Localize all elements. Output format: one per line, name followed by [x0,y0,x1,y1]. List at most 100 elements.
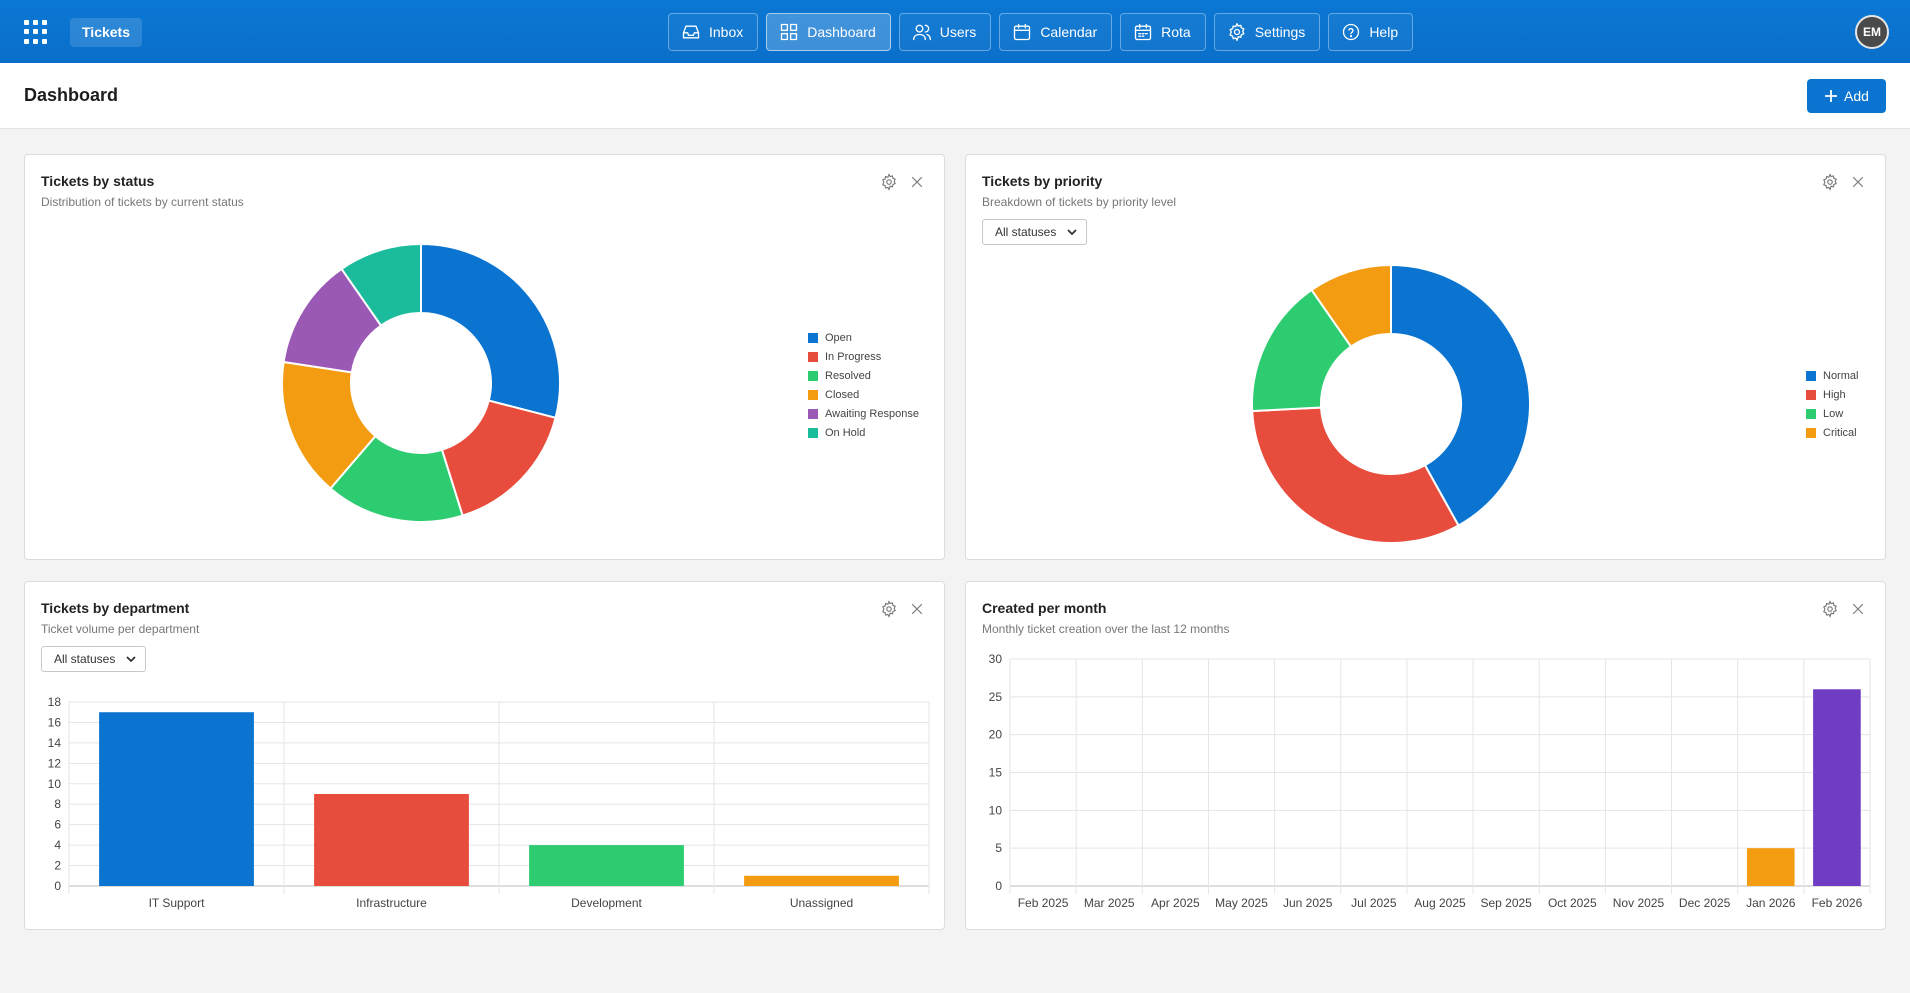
app-brand[interactable]: Tickets [70,18,142,47]
card-tickets-by-priority: Tickets by priority Breakdown of tickets… [965,154,1886,560]
legend-item-low[interactable]: Low [1806,404,1858,423]
legend-swatch [1806,427,1816,438]
y-tick-label: 2 [54,859,61,873]
add-button-label: Add [1844,88,1869,104]
x-tick-label: Sep 2025 [1480,896,1532,910]
page-header: Dashboard Add [0,63,1910,129]
help-icon [1343,23,1360,41]
legend-swatch [1806,389,1816,400]
legend-item-high[interactable]: High [1806,385,1858,404]
legend-swatch [1806,370,1816,381]
y-tick-label: 15 [989,766,1003,780]
x-tick-label: Oct 2025 [1548,896,1597,910]
y-tick-label: 4 [54,838,61,852]
card-close-icon[interactable] [908,600,926,618]
x-tick-label: IT Support [149,896,205,910]
legend-label: Closed [825,388,860,401]
card-tickets-by-status: Tickets by status Distribution of ticket… [24,154,945,560]
calendar-icon [1014,23,1031,41]
users-icon [912,24,931,41]
bar-it-support[interactable] [99,712,254,886]
slice-in-progress[interactable] [440,399,557,517]
nav-calendar-label: Calendar [1040,24,1098,40]
slice-on-hold[interactable] [340,242,422,327]
legend-label: Normal [1823,369,1859,382]
y-tick-label: 8 [54,797,61,811]
slice-high[interactable] [1251,406,1460,544]
legend-item-open[interactable]: Open [808,328,919,347]
card-close-icon[interactable] [1849,600,1867,618]
legend-item-closed[interactable]: Closed [808,385,919,404]
legend-item-awaiting-response[interactable]: Awaiting Response [808,404,919,423]
monthly-bar-chart: 0 5 10 15 20 25 30 Feb 2025 Mar 2025 Apr 2025 May … [989,652,1871,910]
legend-label: High [1823,388,1846,401]
nav-users[interactable]: Users [898,13,992,51]
nav-calendar[interactable]: Calendar [999,13,1113,51]
x-tick-label: Jan 2026 [1746,896,1796,910]
legend-item-resolved[interactable]: Resolved [808,366,919,385]
card-settings-gear-icon[interactable] [1821,600,1839,618]
slice-normal[interactable] [1390,263,1531,527]
legend-item-in-progress[interactable]: In Progress [808,347,919,366]
card-title: Tickets by priority [982,173,1103,189]
card-title: Tickets by department [41,600,190,616]
bar-unassigned[interactable] [744,875,899,886]
nav-help[interactable]: Help [1328,13,1414,51]
bar-feb-2026[interactable] [1813,689,1861,886]
legend-label: Low [1823,407,1844,420]
nav-settings[interactable]: Settings [1213,13,1321,51]
nav-inbox[interactable]: Inbox [668,13,759,51]
nav-dashboard-label: Dashboard [807,24,876,40]
nav-rota[interactable]: Rota [1120,13,1206,51]
x-tick-label: Dec 2025 [1679,896,1731,910]
card-subtitle: Monthly ticket creation over the last 12… [982,622,1230,636]
y-tick-label: 12 [48,756,62,770]
priority-legend: Normal High Low Critical [1806,366,1858,442]
inbox-icon [682,25,700,39]
legend-label: Resolved [825,369,871,382]
card-settings-gear-icon[interactable] [1821,173,1839,191]
nav-settings-label: Settings [1254,24,1306,40]
legend-swatch [808,408,818,419]
x-tick-label: Nov 2025 [1613,896,1665,910]
slice-critical[interactable] [1310,263,1392,348]
nav-inbox-label: Inbox [709,24,744,40]
bar-development[interactable] [529,845,684,886]
bar-infrastructure[interactable] [314,794,469,886]
add-button[interactable]: Add [1807,79,1886,113]
y-tick-label: 0 [54,879,61,893]
status-legend: Open In Progress Resolved Closed Awaiting Re… [808,328,919,442]
slice-open[interactable] [420,242,561,420]
gear-icon [1229,23,1245,41]
plus-icon [1825,90,1838,102]
legend-item-on-hold[interactable]: On Hold [808,423,919,442]
card-settings-gear-icon[interactable] [880,600,898,618]
page-title: Dashboard [24,85,119,105]
legend-item-normal[interactable]: Normal [1806,366,1858,385]
y-tick-label: 20 [989,728,1003,742]
legend-swatch [808,370,818,381]
nav-help-label: Help [1369,24,1399,40]
card-settings-gear-icon[interactable] [880,173,898,191]
legend-label: Awaiting Response [825,407,919,420]
user-avatar[interactable]: EM [1855,15,1889,49]
y-tick-label: 5 [995,841,1002,855]
bar-jan-2026[interactable] [1746,848,1795,886]
main-nav: Inbox Dashboard Users Calendar Rota Sett… [668,13,1414,51]
legend-item-critical[interactable]: Critical [1806,423,1858,442]
card-close-icon[interactable] [908,173,926,191]
chevron-down-icon [1067,229,1077,236]
department-status-filter[interactable]: All statuses [41,646,147,672]
card-close-icon[interactable] [1849,173,1867,191]
department-bar-chart: 0 2 4 6 8 10 12 14 16 18 IT Support Infrastructure D… [48,695,930,910]
card-created-per-month: Created per month Monthly ticket creatio… [965,581,1886,930]
priority-status-filter[interactable]: All statuses [982,219,1088,245]
x-tick-label: May 2025 [1215,896,1268,910]
rota-icon [1134,23,1152,41]
y-tick-label: 6 [54,818,61,832]
nav-dashboard[interactable]: Dashboard [766,13,891,51]
y-tick-label: 10 [989,803,1003,817]
app-launcher-icon[interactable] [24,20,48,44]
x-tick-label: Aug 2025 [1414,896,1466,910]
priority-filter-value: All statuses [995,225,1057,239]
